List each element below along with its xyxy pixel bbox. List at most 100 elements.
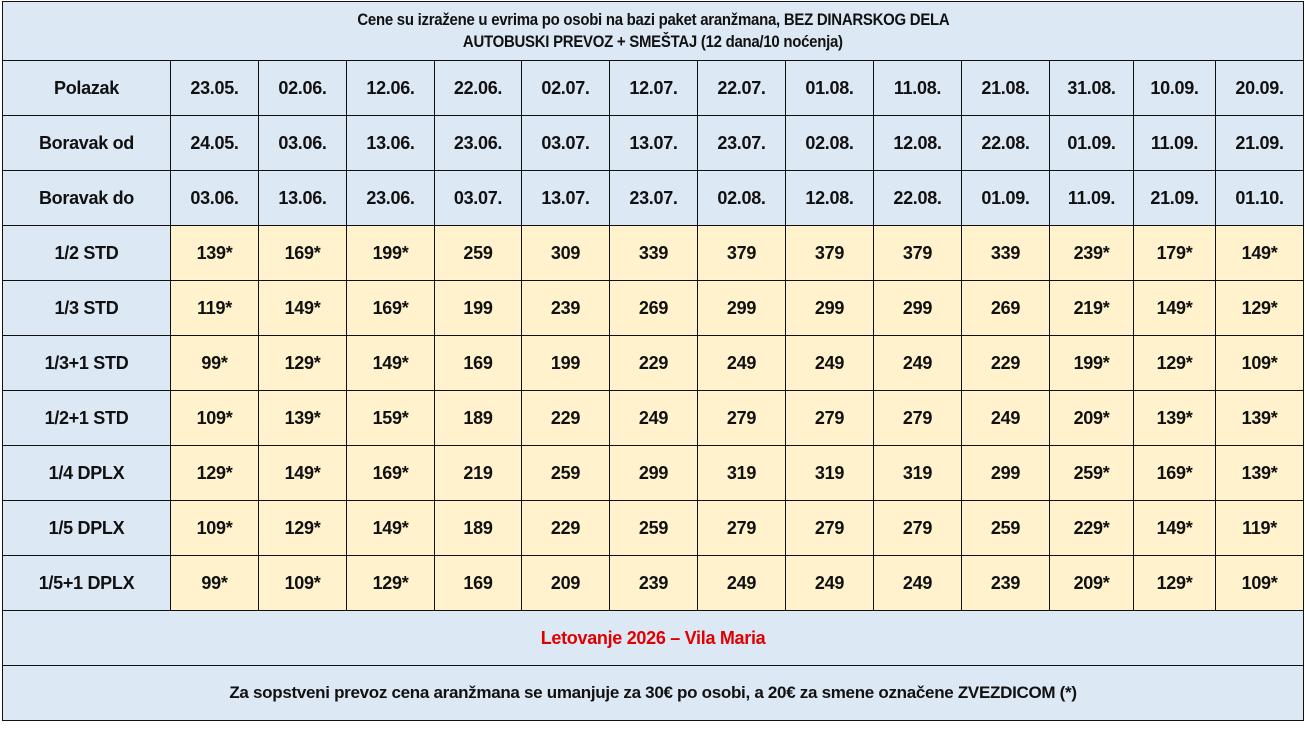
price-cell: 199* (1049, 335, 1134, 391)
price-cell: 169 (434, 335, 522, 391)
price-cell: 139* (1214, 390, 1305, 446)
date-cell: 23.07. (609, 170, 698, 226)
date-cell: 23.07. (697, 115, 786, 171)
row-label: Boravak do (2, 170, 171, 226)
price-row: 1/3 STD 119* 149* 169* 199 239 269 299 299 299 269… (2, 280, 1305, 336)
date-cell: 21.09. (1214, 115, 1305, 171)
price-cell: 239* (1049, 225, 1134, 281)
price-row: 1/4 DPLX 129* 149* 169* 219 259 299 319 319 319 29… (2, 445, 1305, 501)
price-cell: 279 (785, 500, 874, 556)
price-cell: 129* (1214, 280, 1305, 336)
price-cell: 299 (785, 280, 874, 336)
price-cell: 379 (785, 225, 874, 281)
table-header: Cene su izražene u evrima po osobi na ba… (1, 1, 1305, 61)
price-cell: 319 (785, 445, 874, 501)
price-cell: 199 (434, 280, 522, 336)
price-cell: 149* (1214, 225, 1305, 281)
price-cell: 109* (170, 500, 259, 556)
price-cell: 379 (873, 225, 962, 281)
footer-note: Za sopstveni prevoz cena aranžmana se um… (1, 665, 1305, 721)
price-cell: 199 (521, 335, 610, 391)
price-cell: 139* (1133, 390, 1216, 446)
date-cell: 24.05. (170, 115, 259, 171)
date-cell: 31.08. (1049, 60, 1134, 116)
date-cell: 02.08. (785, 115, 874, 171)
price-cell: 249 (697, 335, 786, 391)
price-cell: 139* (1214, 445, 1305, 501)
date-cell: 12.06. (346, 60, 435, 116)
date-row: Polazak 23.05. 02.06. 12.06. 22.06. 02.07. 12.… (2, 60, 1305, 116)
date-cell: 03.06. (258, 115, 347, 171)
price-cell: 279 (785, 390, 874, 446)
date-cell: 02.07. (521, 60, 610, 116)
date-cell: 03.07. (434, 170, 522, 226)
price-cell: 189 (434, 500, 522, 556)
date-cell: 22.08. (873, 170, 962, 226)
price-row: 1/5+1 DPLX 99* 109* 129* 169 209 239 249 249 249 2… (2, 555, 1305, 611)
price-cell: 169* (1133, 445, 1216, 501)
price-cell: 259* (1049, 445, 1134, 501)
date-cell: 10.09. (1133, 60, 1216, 116)
price-cell: 149* (346, 335, 435, 391)
date-cell: 01.10. (1214, 170, 1305, 226)
price-cell: 229 (521, 500, 610, 556)
price-cell: 189 (434, 390, 522, 446)
date-cell: 13.06. (346, 115, 435, 171)
date-cell: 01.09. (1049, 115, 1134, 171)
price-cell: 199* (346, 225, 435, 281)
price-cell: 259 (521, 445, 610, 501)
price-cell: 209* (1049, 555, 1134, 611)
price-cell: 129* (1133, 555, 1216, 611)
date-row: Boravak od 24.05. 03.06. 13.06. 23.06. 03.07.… (2, 115, 1305, 171)
price-cell: 159* (346, 390, 435, 446)
row-label: 1/2 STD (2, 225, 171, 281)
price-cell: 149* (1133, 280, 1216, 336)
price-cell: 109* (1214, 335, 1305, 391)
price-cell: 269 (609, 280, 698, 336)
price-cell: 249 (785, 335, 874, 391)
price-cell: 259 (961, 500, 1050, 556)
date-cell: 22.06. (434, 60, 522, 116)
date-cell: 12.08. (873, 115, 962, 171)
price-cell: 249 (873, 555, 962, 611)
row-label: Polazak (2, 60, 171, 116)
date-cell: 02.08. (697, 170, 786, 226)
date-cell: 22.07. (697, 60, 786, 116)
price-cell: 149* (258, 445, 347, 501)
price-cell: 339 (961, 225, 1050, 281)
price-cell: 139* (170, 225, 259, 281)
price-cell: 319 (697, 445, 786, 501)
date-row: Boravak do 03.06. 13.06. 23.06. 03.07. 13.07.… (2, 170, 1305, 226)
price-cell: 169* (258, 225, 347, 281)
price-cell: 109* (258, 555, 347, 611)
header-line-2: AUTOBUSKI PREVOZ + SMEŠTAJ (12 dana/10 n… (463, 32, 843, 51)
price-cell: 229* (1049, 500, 1134, 556)
price-cell: 249 (873, 335, 962, 391)
price-cell: 279 (697, 390, 786, 446)
row-label: 1/5+1 DPLX (2, 555, 171, 611)
price-cell: 379 (697, 225, 786, 281)
price-cell: 259 (434, 225, 522, 281)
footer-title: Letovanje 2026 – Vila Maria (1, 610, 1305, 666)
date-cell: 11.09. (1133, 115, 1216, 171)
date-cell: 01.08. (785, 60, 874, 116)
price-cell: 169* (346, 280, 435, 336)
price-cell: 309 (521, 225, 610, 281)
date-cell: 02.06. (258, 60, 347, 116)
price-cell: 299 (609, 445, 698, 501)
price-row: 1/3+1 STD 99* 129* 149* 169 199 229 249 249 249 22… (2, 335, 1305, 391)
price-cell: 99* (170, 555, 259, 611)
price-cell: 249 (961, 390, 1050, 446)
price-cell: 279 (697, 500, 786, 556)
price-cell: 149* (258, 280, 347, 336)
date-cell: 21.09. (1133, 170, 1216, 226)
row-label: 1/3+1 STD (2, 335, 171, 391)
price-cell: 229 (521, 390, 610, 446)
row-label: 1/3 STD (2, 280, 171, 336)
price-cell: 149* (346, 500, 435, 556)
header-line-1: Cene su izražene u evrima po osobi na ba… (356, 10, 950, 29)
date-cell: 23.06. (434, 115, 522, 171)
date-cell: 12.08. (785, 170, 874, 226)
price-cell: 259 (609, 500, 698, 556)
